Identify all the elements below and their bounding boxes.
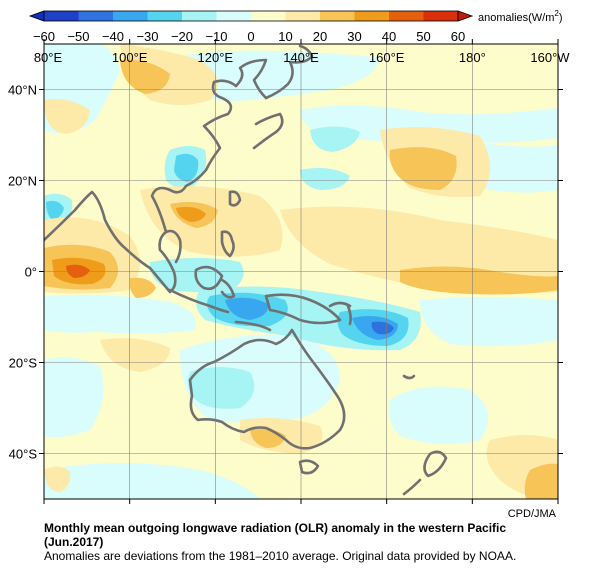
anomaly-patch xyxy=(46,200,64,220)
colorbar-tick-label: 40 xyxy=(382,29,396,44)
colorbar-cell xyxy=(389,11,424,21)
colorbar-cell xyxy=(320,11,355,21)
coastline xyxy=(252,112,284,150)
colorbar-unit: anomalies(W/m2) xyxy=(478,9,563,24)
anomaly-patch xyxy=(400,266,558,295)
colorbar-tick-label: 20 xyxy=(313,29,327,44)
colorbar-cell xyxy=(285,11,321,21)
colorbar-cell xyxy=(78,11,114,21)
caption-note: Anomalies are deviations from the 1981–2… xyxy=(44,549,517,563)
figure-caption: Monthly mean outgoing longwave radiation… xyxy=(44,521,516,563)
lat-label: 40°N xyxy=(8,83,37,98)
colorbar-tick-label: 60 xyxy=(451,29,465,44)
colorbar-tick-label: 50 xyxy=(416,29,430,44)
colorbar-tick-label: −30 xyxy=(136,29,158,44)
anomaly-patch xyxy=(225,297,269,320)
coastline xyxy=(220,230,235,258)
lat-label: 20°N xyxy=(8,174,37,189)
colorbar-cell xyxy=(216,11,252,21)
lon-label: 140°E xyxy=(283,50,319,65)
colorbar-tick-label: 0 xyxy=(247,29,254,44)
credit-label: CPD/JMA xyxy=(507,508,556,520)
colorbar-cell xyxy=(423,11,459,21)
anomaly-patch xyxy=(44,357,104,438)
colorbar-cell xyxy=(354,11,390,21)
caption-period: (Jun.2017) xyxy=(44,535,104,549)
coastline xyxy=(264,293,342,325)
lat-label: 20°S xyxy=(9,356,38,371)
lon-label: 160°E xyxy=(369,50,405,65)
anomaly-patch xyxy=(178,50,380,101)
colorbar-left-arrow xyxy=(28,10,45,22)
lon-label: 120°E xyxy=(198,50,234,65)
colorbar-tick-label: 30 xyxy=(347,29,361,44)
coastline xyxy=(402,478,422,496)
colorbar-cell xyxy=(147,11,183,21)
coastline xyxy=(228,190,242,207)
coastline xyxy=(234,58,268,100)
lon-label: 100°E xyxy=(112,50,148,65)
coastline xyxy=(188,328,346,450)
colorbar-cell xyxy=(182,11,217,21)
anomaly-patch xyxy=(388,386,488,445)
lon-label: 80°E xyxy=(34,50,63,65)
coastline xyxy=(44,190,182,294)
anomaly-patch xyxy=(176,206,206,222)
coastline xyxy=(234,320,272,332)
coastline xyxy=(402,374,416,380)
anomaly-patch xyxy=(389,147,457,190)
colorbar-tick-label: −20 xyxy=(171,29,193,44)
coastline xyxy=(346,304,352,326)
anomaly-patch xyxy=(129,277,156,298)
map-field xyxy=(44,44,558,499)
colorbar: −60 −50 −40 −30 −20 −10 0 10 20 30 40 50 60 anomalie… xyxy=(28,9,563,44)
coastline xyxy=(168,288,230,314)
anomaly-patch xyxy=(44,294,196,334)
coastline xyxy=(264,44,314,100)
coastline xyxy=(150,79,238,234)
colorbar-right-arrow xyxy=(457,10,474,22)
colorbar-tick-label: 10 xyxy=(278,29,292,44)
anomaly-patch xyxy=(300,168,350,190)
anomaly-patch xyxy=(420,297,558,347)
caption-title: Monthly mean outgoing longwave radiation… xyxy=(44,521,507,535)
colorbar-cell xyxy=(113,11,148,21)
anomaly-patch xyxy=(300,105,558,143)
anomaly-patch xyxy=(524,463,558,499)
coastline xyxy=(423,450,448,478)
anomaly-patch xyxy=(44,463,260,499)
anomaly-patch xyxy=(120,59,170,94)
coastline xyxy=(194,265,224,291)
colorbar-tick-label: −60 xyxy=(33,29,55,44)
lat-label: 40°S xyxy=(9,447,38,462)
colorbar-tick-label: −50 xyxy=(67,29,89,44)
colorbar-frame xyxy=(43,10,459,22)
anomaly-patch xyxy=(187,367,255,409)
colorbar-cell xyxy=(251,11,286,21)
anomaly-patch xyxy=(44,99,90,134)
anomaly-patch xyxy=(310,126,360,152)
coastline xyxy=(220,278,236,299)
lon-label: 180° xyxy=(459,50,486,65)
anomaly-patch xyxy=(174,153,199,182)
colorbar-cell xyxy=(44,11,79,21)
lat-label: 0° xyxy=(25,265,37,280)
colorbar-tick-label: −10 xyxy=(205,29,227,44)
lon-label: 160°W xyxy=(530,50,570,65)
anomaly-patch xyxy=(100,338,170,372)
anomaly-patch xyxy=(371,321,394,335)
coastline xyxy=(298,459,320,475)
colorbar-tick-label: −40 xyxy=(102,29,124,44)
anomaly-patch xyxy=(44,466,71,492)
